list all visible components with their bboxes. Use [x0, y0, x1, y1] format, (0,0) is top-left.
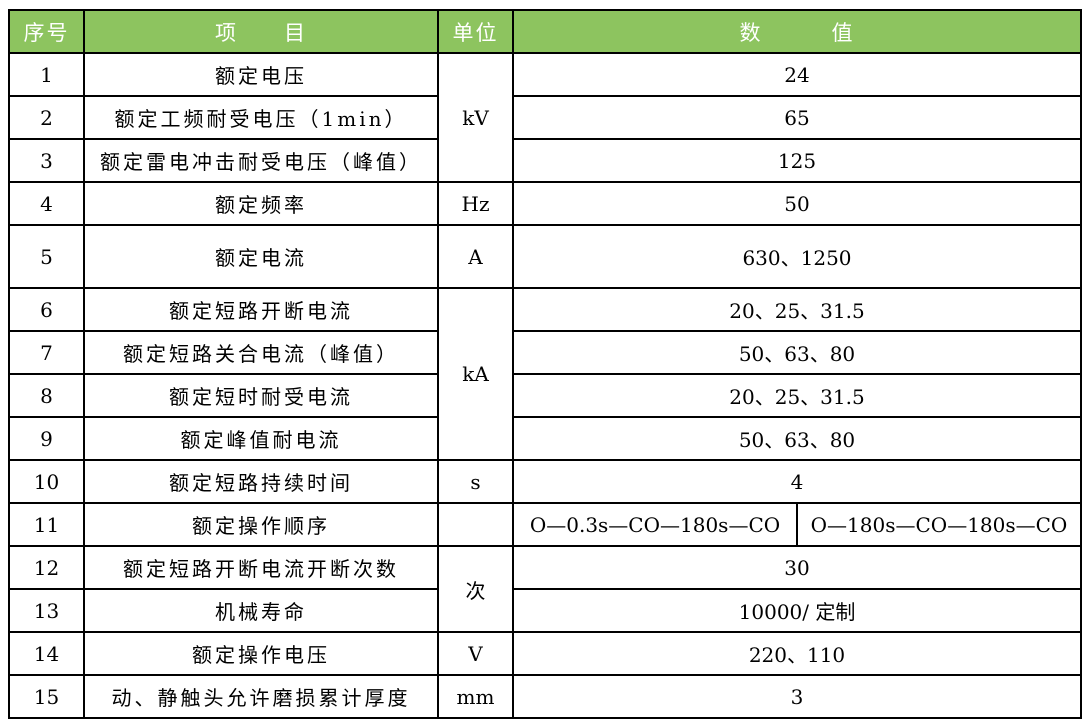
cell-item: 动、静触头允许磨损累计厚度: [83, 674, 439, 719]
cell-value: 3: [512, 674, 1082, 719]
table-row: 7 额定短路关合电流（峰值） 50、63、80: [8, 330, 1082, 375]
cell-item: 额定雷电冲击耐受电压（峰值）: [83, 138, 439, 183]
cell-item: 额定短路开断电流开断次数: [83, 545, 439, 590]
cell-unit: A: [437, 224, 514, 289]
cell-unit: [437, 502, 514, 547]
cell-item: 额定电流: [83, 224, 439, 289]
table-row: 8 额定短时耐受电流 20、25、31.5: [8, 373, 1082, 418]
header-unit: 单位: [437, 9, 514, 54]
cell-item: 额定短时耐受电流: [83, 373, 439, 418]
table-header-row: 序号 项 目 单位 数 值: [8, 9, 1082, 54]
header-item: 项 目: [83, 9, 439, 54]
cell-seq: 11: [8, 502, 85, 547]
cell-value-left: O—0.3s—CO—180s—CO: [512, 502, 798, 547]
table-row: 2 额定工频耐受电压（1min） 65: [8, 95, 1082, 140]
cell-seq: 7: [8, 330, 85, 375]
cell-unit: kA: [437, 287, 514, 461]
table-row: 15 动、静触头允许磨损累计厚度 mm 3: [8, 674, 1082, 719]
table-row: 5 额定电流 A 630、1250: [8, 224, 1082, 289]
cell-seq: 1: [8, 52, 85, 97]
cell-item: 额定操作顺序: [83, 502, 439, 547]
cell-seq: 13: [8, 588, 85, 633]
cell-item: 机械寿命: [83, 588, 439, 633]
cell-unit: 次: [437, 545, 514, 633]
cell-value: 220、110: [512, 631, 1082, 676]
cell-unit: V: [437, 631, 514, 676]
cell-unit: kV: [437, 52, 514, 183]
cell-value: 65: [512, 95, 1082, 140]
cell-seq: 8: [8, 373, 85, 418]
cell-seq: 10: [8, 459, 85, 504]
table-row: 1 额定电压 kV 24: [8, 52, 1082, 183]
header-value: 数 值: [512, 9, 1082, 54]
cell-seq: 5: [8, 224, 85, 289]
cell-value: 10000/ 定制: [512, 588, 1082, 633]
cell-item: 额定峰值耐电流: [83, 416, 439, 461]
cell-value: 50、63、80: [512, 416, 1082, 461]
cell-item: 额定短路持续时间: [83, 459, 439, 504]
cell-seq: 6: [8, 287, 85, 332]
cell-value: 20、25、31.5: [512, 373, 1082, 418]
cell-unit: s: [437, 459, 514, 504]
cell-value: 30: [512, 545, 1082, 590]
table-row: 11 额定操作顺序 O—0.3s—CO—180s—CO O—180s—CO—18…: [8, 502, 1082, 547]
header-seq: 序号: [8, 9, 85, 54]
cell-item: 额定频率: [83, 181, 439, 226]
cell-value: 50、63、80: [512, 330, 1082, 375]
cell-seq: 14: [8, 631, 85, 676]
cell-item: 额定操作电压: [83, 631, 439, 676]
cell-item: 额定短路开断电流: [83, 287, 439, 332]
cell-item: 额定短路关合电流（峰值）: [83, 330, 439, 375]
cell-seq: 12: [8, 545, 85, 590]
table-row: 4 额定频率 Hz 50: [8, 181, 1082, 226]
cell-value: 630、1250: [512, 224, 1082, 289]
cell-value: 50: [512, 181, 1082, 226]
cell-value-right: O—180s—CO—180s—CO: [796, 502, 1082, 547]
cell-seq: 15: [8, 674, 85, 719]
table-row: 3 额定雷电冲击耐受电压（峰值） 125: [8, 138, 1082, 183]
table-row: 9 额定峰值耐电流 50、63、80: [8, 416, 1082, 461]
spec-table: 序号 项 目 单位 数 值 1 额定电压 kV 24 2 额定工频耐受电压（1m…: [8, 9, 1082, 719]
table-row: 13 机械寿命 10000/ 定制: [8, 588, 1082, 633]
table-row: 6 额定短路开断电流 kA 20、25、31.5: [8, 287, 1082, 461]
cell-seq: 3: [8, 138, 85, 183]
table-row: 14 额定操作电压 V 220、110: [8, 631, 1082, 676]
cell-seq: 9: [8, 416, 85, 461]
cell-unit: mm: [437, 674, 514, 719]
cell-value: 4: [512, 459, 1082, 504]
cell-value: 125: [512, 138, 1082, 183]
table-row: 12 额定短路开断电流开断次数 次 30: [8, 545, 1082, 633]
cell-seq: 2: [8, 95, 85, 140]
cell-value: 20、25、31.5: [512, 287, 1082, 332]
cell-item: 额定工频耐受电压（1min）: [83, 95, 439, 140]
cell-item: 额定电压: [83, 52, 439, 97]
table-row: 10 额定短路持续时间 s 4: [8, 459, 1082, 504]
cell-unit: Hz: [437, 181, 514, 226]
cell-value: 24: [512, 52, 1082, 97]
cell-seq: 4: [8, 181, 85, 226]
